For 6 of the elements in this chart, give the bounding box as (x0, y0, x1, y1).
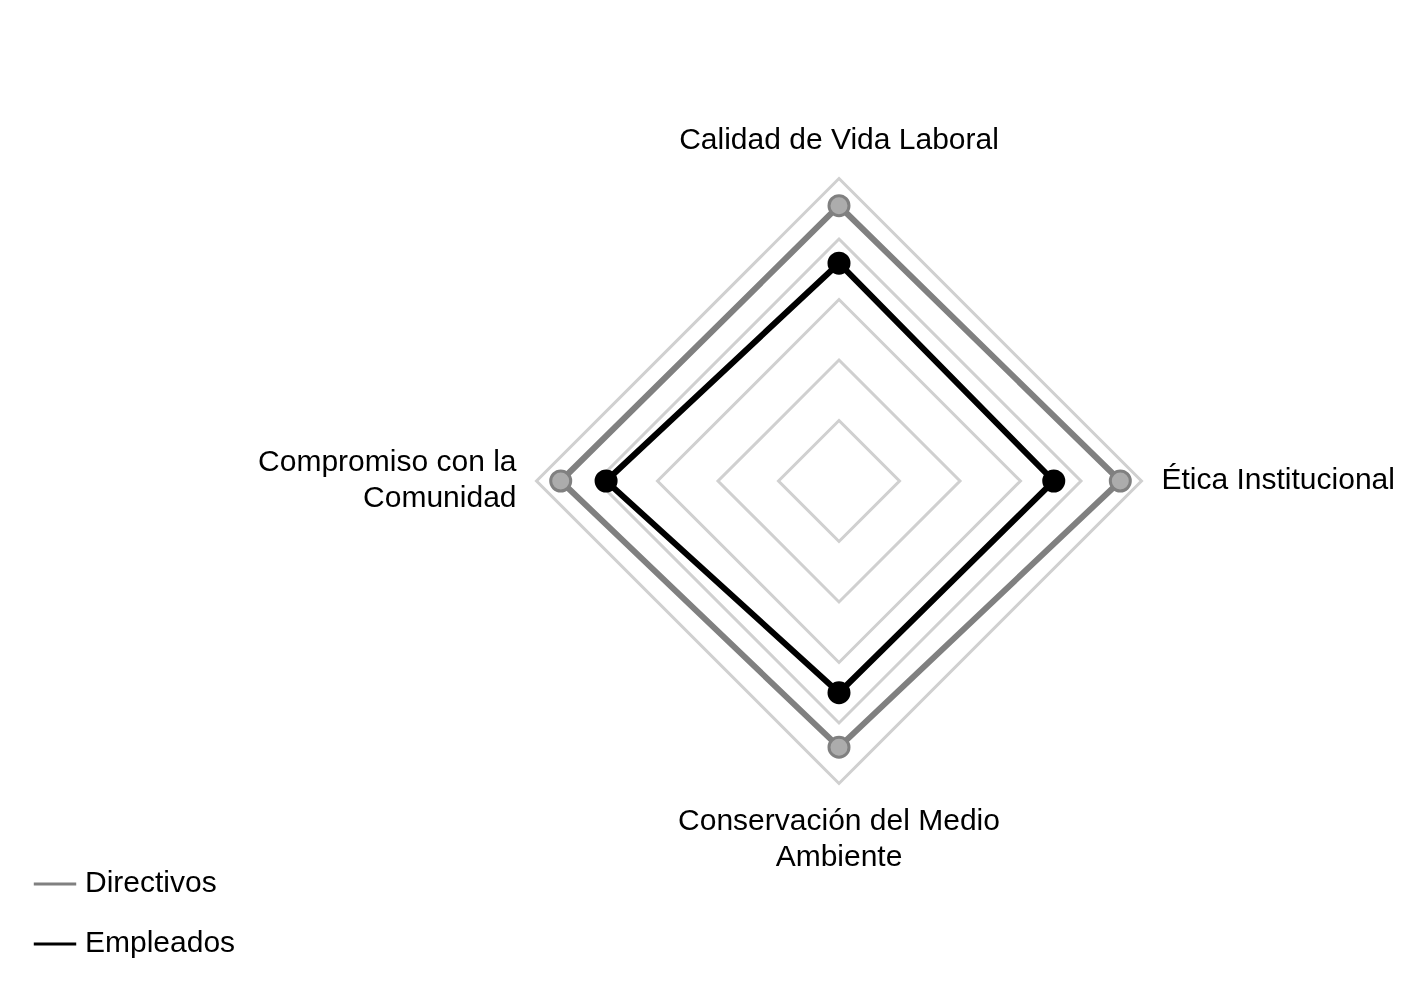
legend-label: Directivos (85, 865, 217, 899)
spoke-label: Compromiso con la Comunidad (258, 444, 517, 514)
spoke-label: Conservación del Medio Ambiente (678, 802, 1000, 872)
spoke-label: Calidad de Vida Laboral (679, 121, 999, 155)
legend-label: Empleados (85, 925, 236, 959)
spoke-label: Ética Institucional (1161, 462, 1395, 496)
